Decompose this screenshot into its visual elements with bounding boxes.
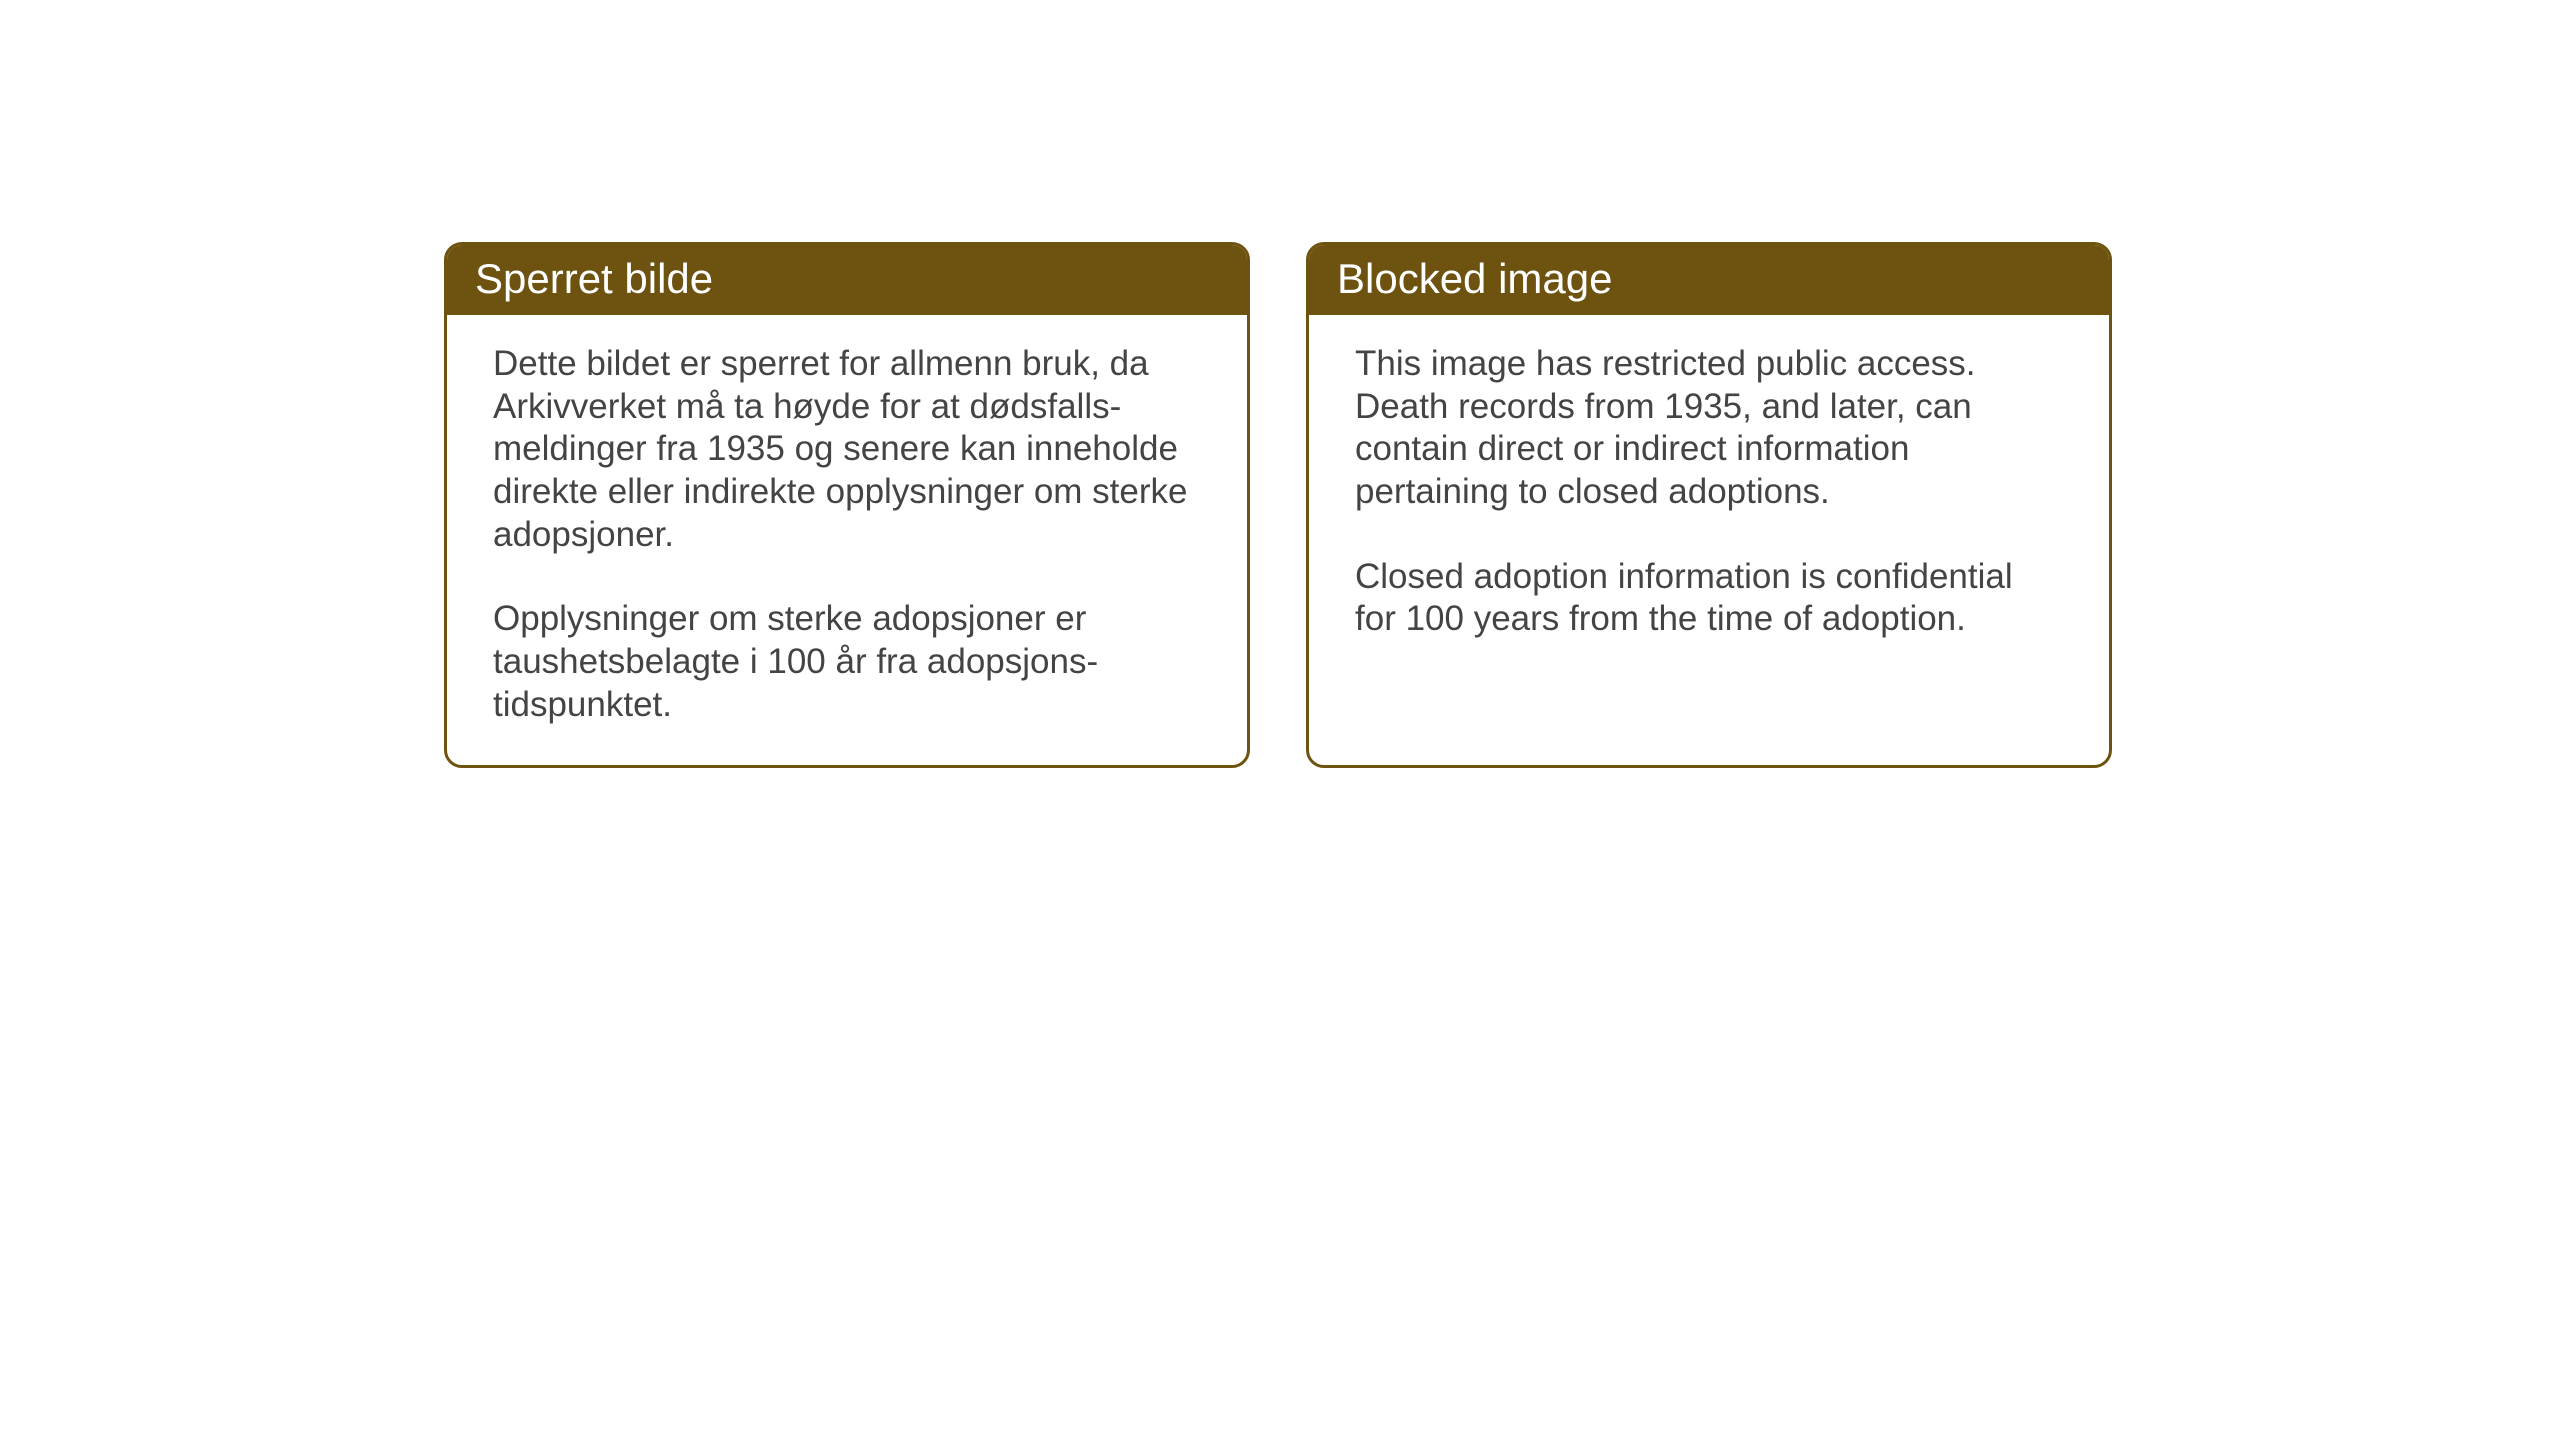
- card-paragraph-1-norwegian: Dette bildet er sperret for allmenn bruk…: [493, 343, 1201, 556]
- card-header-english: Blocked image: [1309, 245, 2109, 315]
- notice-card-english: Blocked image This image has restricted …: [1306, 242, 2112, 768]
- card-body-english: This image has restricted public access.…: [1309, 315, 2109, 679]
- card-paragraph-2-norwegian: Opplysninger om sterke adopsjoner er tau…: [493, 598, 1201, 726]
- card-header-norwegian: Sperret bilde: [447, 245, 1247, 315]
- notice-card-norwegian: Sperret bilde Dette bildet er sperret fo…: [444, 242, 1250, 768]
- card-body-norwegian: Dette bildet er sperret for allmenn bruk…: [447, 315, 1247, 765]
- card-paragraph-1-english: This image has restricted public access.…: [1355, 343, 2063, 514]
- card-paragraph-2-english: Closed adoption information is confident…: [1355, 556, 2063, 641]
- notice-cards-container: Sperret bilde Dette bildet er sperret fo…: [444, 242, 2112, 768]
